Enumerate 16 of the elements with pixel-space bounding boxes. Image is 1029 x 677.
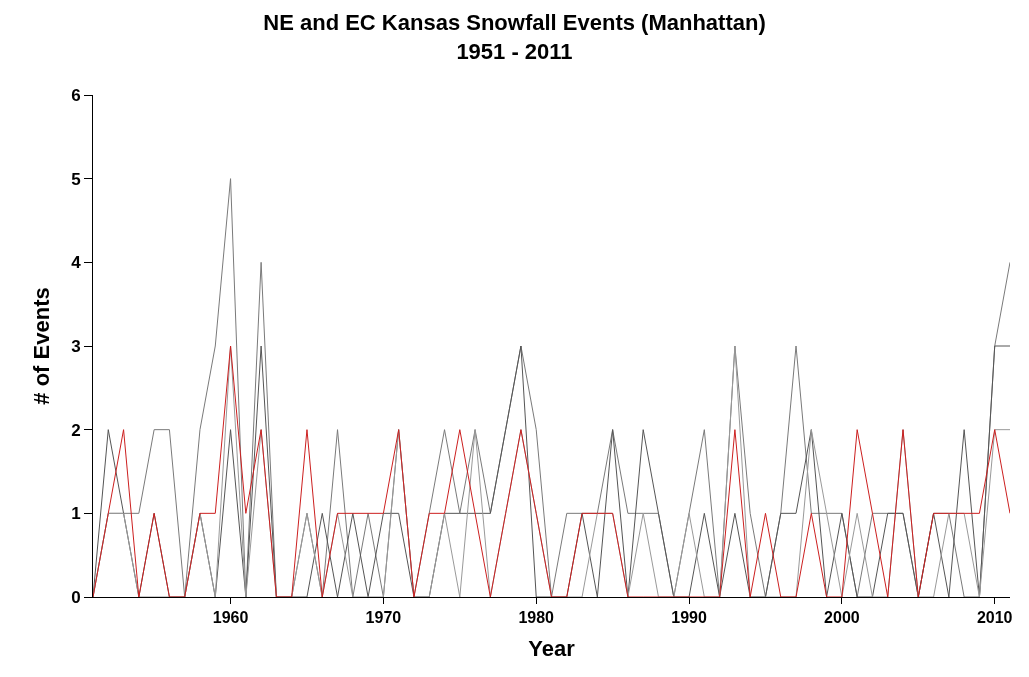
y-tick-label: 0	[71, 587, 81, 607]
chart-title: NE and EC Kansas Snowfall Events (Manhattan) 1951 - 2011	[263, 10, 766, 65]
y-axis-title: # of Events	[28, 287, 54, 405]
y-tick-label: 2	[71, 420, 81, 440]
x-axis-title: Year	[528, 636, 576, 662]
y-tick-label: 5	[71, 169, 81, 189]
y-tick-label: 1	[71, 504, 81, 524]
y-tick-label: 4	[71, 253, 82, 273]
y-tick-label: 3	[71, 336, 81, 356]
x-tick-label: 1960	[212, 609, 249, 627]
x-tick-label: 2010	[976, 609, 1013, 627]
x-tick-label: 1970	[365, 609, 402, 627]
x-tick-label: 1980	[518, 609, 555, 627]
y-tick-label: 6	[71, 85, 81, 105]
x-tick-label: 2000	[824, 609, 860, 627]
x-tick-label: 1990	[671, 609, 707, 627]
